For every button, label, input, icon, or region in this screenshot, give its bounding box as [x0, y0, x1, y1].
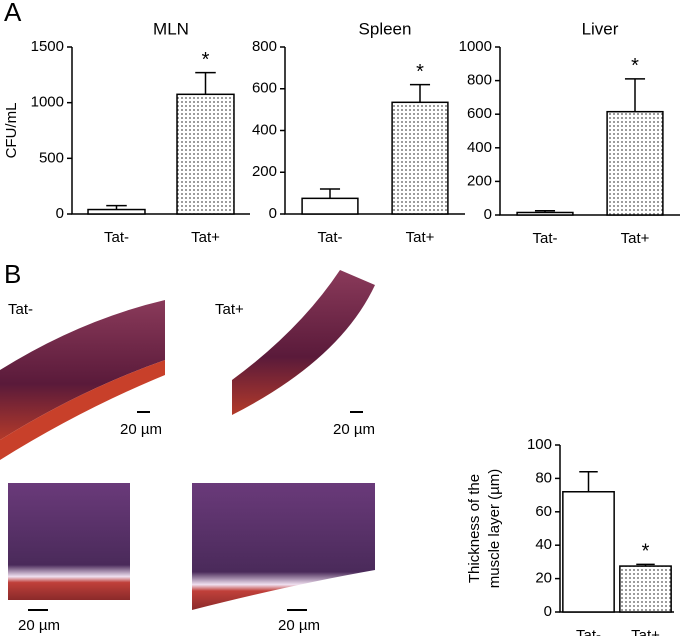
x-tick-label: Tat+: [621, 230, 650, 247]
bar: [87, 208, 146, 215]
y-tick-label: 0: [269, 205, 277, 222]
micrograph: [8, 483, 130, 600]
y-axis-label: Thickness of the: [466, 474, 483, 583]
chart-title: Spleen: [359, 19, 412, 38]
y-tick-label: 1000: [31, 94, 64, 111]
micrograph-label: Tat-: [8, 301, 33, 318]
x-tick-label: Tat-: [317, 229, 342, 246]
y-tick-label: 80: [535, 469, 552, 486]
y-tick-label: 0: [484, 206, 492, 223]
y-tick-label: 0: [544, 603, 552, 620]
y-tick-label: 20: [535, 570, 552, 587]
micrograph-muscle: [0, 360, 165, 460]
chart-title: MLN: [153, 19, 189, 38]
error-bar: [636, 563, 655, 567]
bar: [391, 101, 449, 215]
panel-label: B: [4, 259, 21, 289]
significance-marker: *: [642, 541, 650, 563]
error-bar: [409, 83, 431, 103]
micrograph: [0, 300, 165, 440]
y-axis-label: CFU/mL: [3, 103, 20, 159]
significance-marker: *: [202, 49, 210, 71]
y-tick-label: 0: [56, 205, 64, 222]
y-tick-label: 200: [467, 172, 492, 189]
x-tick-label: Tat-: [104, 229, 129, 246]
micrograph: [232, 270, 375, 415]
x-tick-label: Tat+: [631, 627, 660, 636]
x-tick-label: Tat+: [191, 229, 220, 246]
y-tick-label: 600: [467, 105, 492, 122]
y-tick-label: 1000: [459, 38, 492, 55]
y-tick-label: 1500: [31, 38, 64, 55]
y-tick-label: 40: [535, 536, 552, 553]
error-bar: [106, 204, 127, 210]
bar: [562, 491, 615, 613]
scale-bar-label: 20 µm: [278, 617, 320, 634]
scale-bar-label: 20 µm: [120, 421, 162, 438]
bar: [606, 110, 664, 216]
bar: [516, 211, 574, 216]
bar: [301, 197, 359, 215]
y-tick-label: 200: [252, 163, 277, 180]
x-tick-label: Tat+: [406, 229, 435, 246]
chart-title: Liver: [582, 19, 619, 38]
y-tick-label: 800: [252, 38, 277, 55]
error-bar: [624, 78, 646, 112]
micrograph: [192, 483, 375, 610]
micrograph-label: Tat+: [215, 301, 244, 318]
x-tick-label: Tat-: [532, 230, 557, 247]
error-bar: [534, 210, 556, 213]
scale-bar-label: 20 µm: [18, 617, 60, 634]
y-tick-label: 100: [527, 436, 552, 453]
bar: [619, 565, 672, 613]
significance-marker: *: [416, 61, 424, 83]
y-axis-label: muscle layer (µm): [486, 469, 503, 589]
y-tick-label: 60: [535, 503, 552, 520]
y-tick-label: 600: [252, 80, 277, 97]
error-bar: [319, 188, 341, 199]
panel-label: A: [4, 0, 22, 27]
error-bar: [195, 71, 216, 95]
y-tick-label: 400: [467, 139, 492, 156]
significance-marker: *: [631, 55, 639, 77]
y-tick-label: 800: [467, 72, 492, 89]
x-tick-label: Tat-: [576, 627, 601, 636]
y-tick-label: 500: [39, 149, 64, 166]
scale-bar-label: 20 µm: [333, 421, 375, 438]
error-bar: [579, 470, 598, 492]
bar: [176, 93, 235, 215]
y-tick-label: 400: [252, 121, 277, 138]
